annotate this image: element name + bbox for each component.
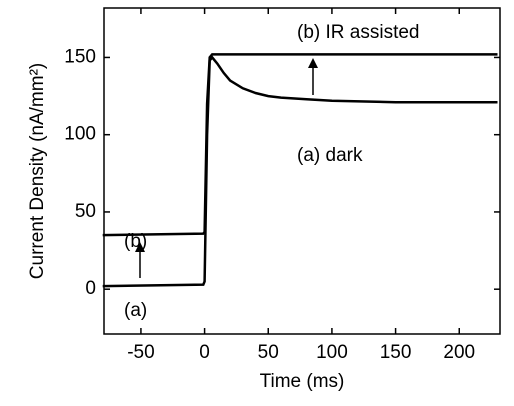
y-tick-label: 150 bbox=[64, 46, 96, 67]
series-line bbox=[102, 55, 498, 288]
x-tick-label: 100 bbox=[316, 342, 348, 363]
annotation: (a) bbox=[124, 300, 147, 321]
annotation: (b) bbox=[124, 231, 147, 252]
arrow-head bbox=[135, 242, 145, 252]
y-tick-label: 100 bbox=[64, 124, 96, 145]
y-tick-label: 0 bbox=[85, 278, 96, 299]
x-tick-label: 50 bbox=[258, 342, 279, 363]
series-label: (b) IR assisted bbox=[297, 22, 419, 43]
x-axis-label: Time (ms) bbox=[260, 371, 345, 392]
arrow-head bbox=[308, 58, 318, 68]
series-label: (a) dark bbox=[297, 145, 363, 166]
series-line bbox=[102, 53, 498, 237]
x-tick-label: 150 bbox=[380, 342, 412, 363]
x-tick-label: 0 bbox=[199, 342, 210, 363]
y-axis-label: Current Density (nA/mm²) bbox=[27, 63, 48, 279]
x-tick-label: -50 bbox=[127, 342, 154, 363]
arrows bbox=[135, 58, 318, 278]
plot-frame bbox=[103, 7, 501, 335]
y-tick-label: 50 bbox=[75, 201, 96, 222]
x-tick-label: 200 bbox=[443, 342, 475, 363]
